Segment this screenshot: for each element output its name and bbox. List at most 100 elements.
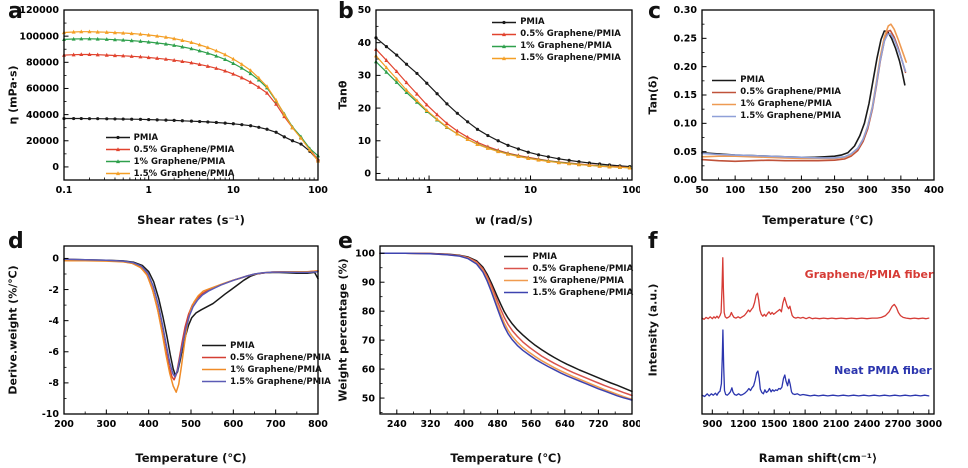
svg-text:-8: -8 [48, 378, 59, 389]
svg-text:80000: 80000 [26, 58, 59, 69]
chart-b-canvas: 1 10 100 0 10 20 30 40 50 [358, 5, 640, 196]
svg-text:60: 60 [362, 364, 376, 375]
legend-item: PMIA [491, 17, 621, 28]
svg-text:400: 400 [139, 419, 159, 430]
panel-b-legend: PMIA 0.5% Graphene/PMIA 1% Graphene/PMIA 1.… [491, 17, 621, 64]
svg-text:-4: -4 [48, 316, 59, 327]
legend-swatch [202, 380, 227, 383]
chart-c-canvas: 50 100 150 200 250 300 350 400 0.00 0.05 0.10 0.15 0… [674, 5, 945, 196]
svg-text:200: 200 [792, 185, 812, 196]
panel-c-xaxis-title: Temperature (℃) [762, 213, 874, 227]
legend-item: 1% Graphene/PMIA [711, 99, 841, 110]
svg-text:100: 100 [622, 185, 640, 196]
panel-d-letter: d [8, 229, 24, 254]
legend-swatch [492, 44, 517, 48]
legend-swatch [504, 279, 529, 282]
svg-text:80: 80 [362, 306, 376, 317]
legend-swatch [492, 56, 517, 60]
svg-text:40000: 40000 [26, 110, 59, 121]
panel-b: 1 10 100 0 10 20 30 40 50 b w (rad/s) Tanθ PMIA 0… [330, 0, 641, 230]
legend-label: 0.5% Graphene/PMIA [230, 352, 331, 363]
panel-c: 50 100 150 200 250 300 350 400 0.00 0.05 0.10 0.15 0… [640, 0, 968, 230]
svg-text:600: 600 [223, 419, 243, 430]
panel-f: 900 1200 1500 1800 2100 2400 2700 3000 f Raman … [640, 230, 968, 468]
legend-swatch [105, 136, 130, 140]
legend-swatch [504, 291, 529, 294]
svg-text:0.05: 0.05 [674, 147, 697, 158]
svg-text:40: 40 [358, 38, 372, 49]
svg-text:-2: -2 [48, 285, 59, 296]
svg-text:50: 50 [362, 393, 376, 404]
legend-swatch [504, 255, 529, 258]
legend-item: 1% Graphene/PMIA [491, 41, 621, 52]
svg-text:350: 350 [891, 185, 911, 196]
panel-b-yaxis-title: Tanθ [336, 80, 350, 110]
legend-label: 1.5% Graphene/PMIA [532, 287, 634, 298]
legend-label: 1% Graphene/PMIA [133, 156, 226, 167]
legend-item: 1% Graphene/PMIA [105, 156, 235, 167]
svg-text:100: 100 [308, 185, 328, 196]
panel-a: 0.1 1 10 100 0 20000 40000 60000 80000 100000 1200… [0, 0, 330, 230]
svg-text:2700: 2700 [885, 419, 912, 430]
svg-text:400: 400 [924, 185, 944, 196]
legend-item: 0.5% Graphene/PMIA [711, 87, 841, 98]
panel-d-yaxis-title: Derive.weight (%/℃) [6, 265, 20, 395]
legend-label: PMIA [520, 17, 545, 28]
legend-item: PMIA [711, 75, 841, 86]
svg-text:300: 300 [858, 185, 878, 196]
legend-swatch [712, 115, 737, 117]
panel-b-xaxis-title: w (rad/s) [475, 213, 533, 227]
svg-text:20000: 20000 [26, 136, 59, 147]
chart-d-canvas: 200 300 400 500 600 700 800 0 -2 -4 -6 -8 -10 [42, 245, 328, 430]
panel-e-letter: e [338, 229, 353, 254]
svg-text:2400: 2400 [854, 419, 881, 430]
legend-swatch [202, 368, 227, 371]
svg-text:100: 100 [355, 248, 375, 259]
legend-swatch [712, 103, 737, 105]
panel-d: 200 300 400 500 600 700 800 0 -2 -4 -6 -8 -10 d Temp… [0, 229, 331, 468]
panel-a-yaxis-title: η (mPa·s) [6, 65, 20, 125]
svg-text:560: 560 [521, 419, 541, 430]
legend-item: 1.5% Graphene/PMIA [711, 111, 841, 122]
svg-text:300: 300 [96, 419, 116, 430]
legend-label: 1.5% Graphene/PMIA [230, 376, 331, 387]
svg-text:20: 20 [358, 103, 372, 114]
panel-f-yaxis-title: Intensity (a.u.) [646, 283, 660, 377]
legend-label: 0.5% Graphene/PMIA [740, 87, 841, 98]
legend-label: 1% Graphene/PMIA [230, 364, 322, 375]
svg-text:200: 200 [54, 419, 74, 430]
legend-item: 0.5% Graphene/PMIA [503, 263, 633, 274]
svg-text:240: 240 [387, 419, 407, 430]
legend-item: PMIA [201, 340, 331, 351]
legend-item: PMIA [503, 251, 633, 262]
chart-f-canvas: 900 1200 1500 1800 2100 2400 2700 3000 [701, 245, 942, 430]
svg-text:100: 100 [725, 185, 745, 196]
legend-label: PMIA [133, 132, 159, 143]
svg-text:0.10: 0.10 [674, 119, 698, 130]
legend-label: 0.5% Graphene/PMIA [520, 29, 621, 40]
svg-text:0.00: 0.00 [674, 175, 698, 186]
svg-text:1500: 1500 [761, 419, 788, 430]
legend-label: 1.5% Graphene/PMIA [133, 168, 235, 179]
legend-item: 0.5% Graphene/PMIA [491, 29, 621, 40]
svg-text:10: 10 [524, 185, 538, 196]
svg-text:800: 800 [308, 419, 328, 430]
legend-swatch [492, 32, 517, 36]
svg-text:100000: 100000 [19, 31, 59, 42]
legend-item: 1% Graphene/PMIA [503, 275, 633, 286]
svg-text:500: 500 [181, 419, 201, 430]
legend-item: 1% Graphene/PMIA [201, 364, 331, 375]
svg-text:0: 0 [52, 162, 59, 173]
svg-text:700: 700 [266, 419, 286, 430]
panel-d-xaxis-title: Temperature (℃) [135, 451, 247, 465]
panel-c-letter: c [648, 0, 662, 24]
panel-c-yaxis-title: Tan(δ) [646, 75, 660, 115]
panel-f-xaxis-title: Raman shift⟨cm⁻¹⟩ [758, 451, 878, 465]
legend-item: 1.5% Graphene/PMIA [491, 53, 621, 64]
panel-e: 240 320 400 480 560 640 720 800 50 60 70 80 90 100 e … [330, 229, 641, 468]
svg-text:-6: -6 [48, 347, 59, 358]
legend-label: PMIA [740, 75, 765, 86]
legend-swatch [492, 20, 517, 24]
panel-e-legend: PMIA 0.5% Graphene/PMIA 1% Graphene/PMIA 1.… [503, 251, 633, 298]
